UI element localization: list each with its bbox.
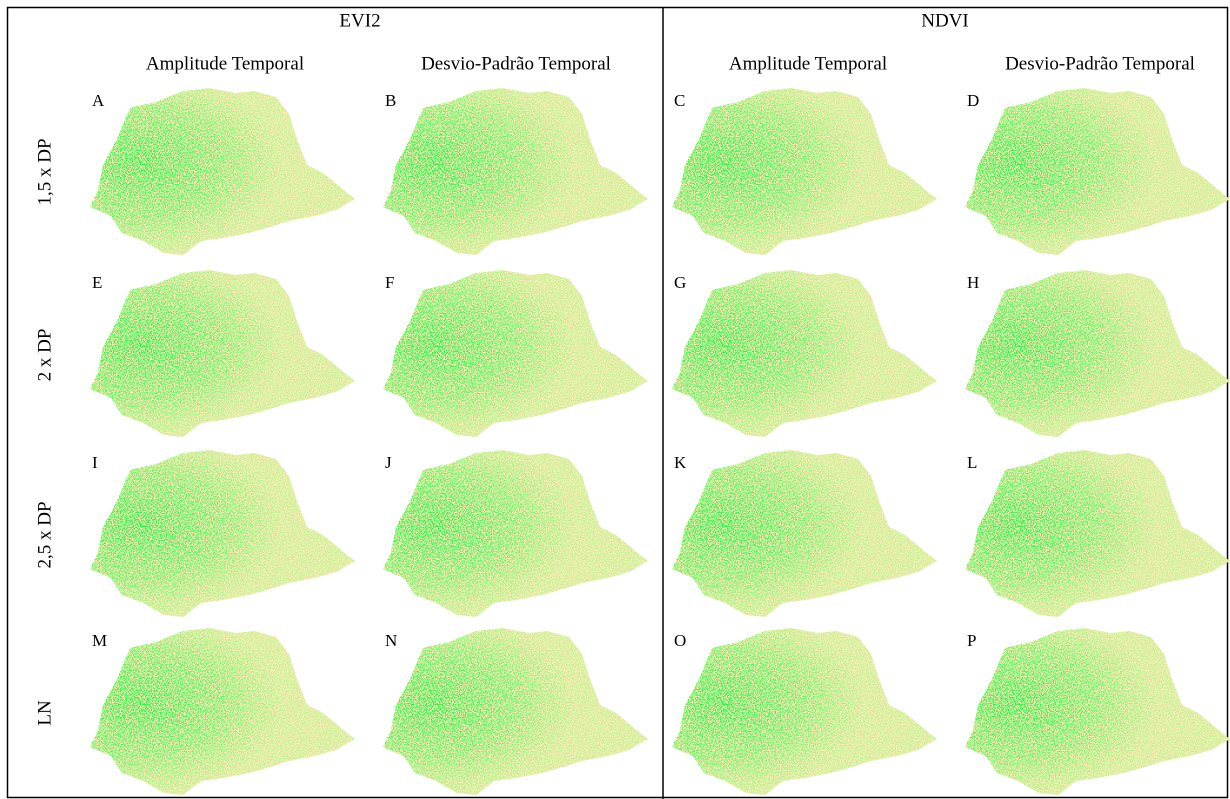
map-panel [672,450,937,617]
map-panel [965,88,1230,255]
map-panel [383,450,648,617]
panel-letter: M [92,631,107,650]
group-title: EVI2 [339,10,380,31]
column-header: Desvio-Padrão Temporal [1005,53,1195,74]
map-panel [672,270,937,437]
panel-letter: D [967,91,979,110]
panel-letter: O [674,631,686,650]
panel-letter: N [385,631,397,650]
row-label: LN [34,700,55,726]
panel-letter: K [674,453,687,472]
panel-letter: B [385,91,396,110]
row-label: 1,5 x DP [34,138,55,205]
panel-letter: E [92,273,102,292]
map-panel [965,628,1230,795]
panel-letter: J [385,453,392,472]
panel-letter: G [674,273,686,292]
map-panel [383,270,648,437]
map-panel [672,88,937,255]
row-label: 2 x DP [34,329,55,382]
panel-letter: F [385,273,394,292]
map-panel [90,88,355,255]
map-panel [90,270,355,437]
map-panel [383,88,648,255]
map-panel [90,450,355,617]
map-panel [383,628,648,795]
column-header: Amplitude Temporal [729,53,887,74]
map-panel [672,628,937,795]
panel-letter: L [967,453,977,472]
map-panel [90,628,355,795]
map-panel [965,450,1230,617]
column-header: Desvio-Padrão Temporal [421,53,611,74]
column-header: Amplitude Temporal [146,53,304,74]
panel-letter: H [967,273,979,292]
panel-letter: C [674,91,685,110]
panel-letter: I [92,453,98,472]
figure: EVI2 Amplitude Temporal Desvio-Padrão Temp… [0,0,1230,799]
map-panel [965,270,1230,437]
row-label: 2,5 x DP [34,501,55,568]
panel-letter: A [92,91,105,110]
group-title: NDVI [921,10,969,31]
panel-letter: P [967,631,976,650]
